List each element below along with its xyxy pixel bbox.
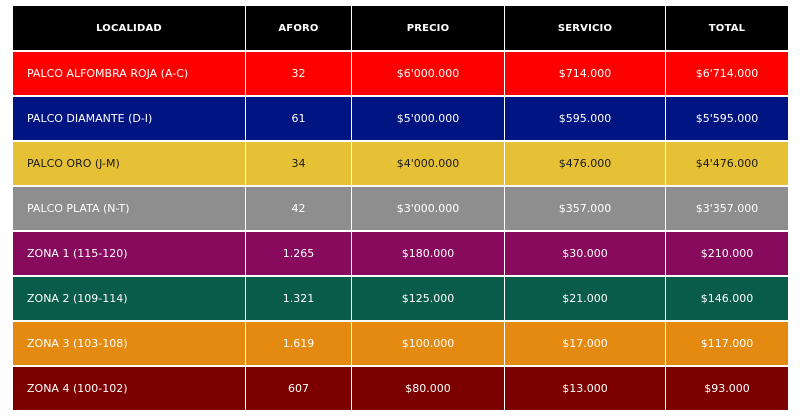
cell-localidad: PALCO ALFOMBRA ROJA (A-C): [13, 52, 246, 97]
cell-localidad: ZONA 2 (109-114): [13, 277, 246, 322]
header-servicio: SERVICIO: [505, 6, 666, 52]
table-row: ZONA 1 (115-120) 1.265 $180.000 $30.000 …: [13, 232, 788, 277]
cell-servicio: $357.000: [505, 187, 666, 232]
cell-localidad: ZONA 4 (100-102): [13, 367, 246, 412]
cell-aforo: 34: [246, 142, 352, 187]
cell-precio: $180.000: [352, 232, 505, 277]
table-row: ZONA 4 (100-102) 607 $80.000 $13.000 $93…: [13, 367, 788, 412]
table-row: PALCO DIAMANTE (D-I) 61 $5'000.000 $595.…: [13, 97, 788, 142]
cell-servicio: $17.000: [505, 322, 666, 367]
cell-aforo: 32: [246, 52, 352, 97]
cell-localidad: ZONA 1 (115-120): [13, 232, 246, 277]
cell-servicio: $30.000: [505, 232, 666, 277]
cell-aforo: 42: [246, 187, 352, 232]
cell-aforo: 607: [246, 367, 352, 412]
cell-aforo: 61: [246, 97, 352, 142]
header-row: LOCALIDAD AFORO PRECIO SERVICIO TOTAL: [13, 6, 788, 52]
cell-total: $3'357.000: [666, 187, 788, 232]
table-row: ZONA 2 (109-114) 1.321 $125.000 $21.000 …: [13, 277, 788, 322]
cell-total: $93.000: [666, 367, 788, 412]
cell-servicio: $21.000: [505, 277, 666, 322]
cell-aforo: 1.619: [246, 322, 352, 367]
cell-servicio: $714.000: [505, 52, 666, 97]
header-aforo: AFORO: [246, 6, 352, 52]
header-total: TOTAL: [666, 6, 788, 52]
cell-servicio: $13.000: [505, 367, 666, 412]
cell-precio: $5'000.000: [352, 97, 505, 142]
cell-servicio: $595.000: [505, 97, 666, 142]
cell-precio: $4'000.000: [352, 142, 505, 187]
cell-precio: $100.000: [352, 322, 505, 367]
cell-total: $5'595.000: [666, 97, 788, 142]
cell-total: $117.000: [666, 322, 788, 367]
cell-servicio: $476.000: [505, 142, 666, 187]
cell-localidad: PALCO ORO (J-M): [13, 142, 246, 187]
cell-precio: $3'000.000: [352, 187, 505, 232]
cell-precio: $6'000.000: [352, 52, 505, 97]
cell-total: $210.000: [666, 232, 788, 277]
price-table: LOCALIDAD AFORO PRECIO SERVICIO TOTAL PA…: [13, 6, 788, 412]
cell-precio: $125.000: [352, 277, 505, 322]
table-row: ZONA 3 (103-108) 1.619 $100.000 $17.000 …: [13, 322, 788, 367]
cell-total: $146.000: [666, 277, 788, 322]
table-row: PALCO PLATA (N-T) 42 $3'000.000 $357.000…: [13, 187, 788, 232]
cell-localidad: PALCO PLATA (N-T): [13, 187, 246, 232]
cell-aforo: 1.265: [246, 232, 352, 277]
header-precio: PRECIO: [352, 6, 505, 52]
cell-precio: $80.000: [352, 367, 505, 412]
cell-localidad: ZONA 3 (103-108): [13, 322, 246, 367]
cell-total: $4'476.000: [666, 142, 788, 187]
header-localidad: LOCALIDAD: [13, 6, 246, 52]
cell-aforo: 1.321: [246, 277, 352, 322]
cell-total: $6'714.000: [666, 52, 788, 97]
cell-localidad: PALCO DIAMANTE (D-I): [13, 97, 246, 142]
table-row: PALCO ALFOMBRA ROJA (A-C) 32 $6'000.000 …: [13, 52, 788, 97]
table-row: PALCO ORO (J-M) 34 $4'000.000 $476.000 $…: [13, 142, 788, 187]
